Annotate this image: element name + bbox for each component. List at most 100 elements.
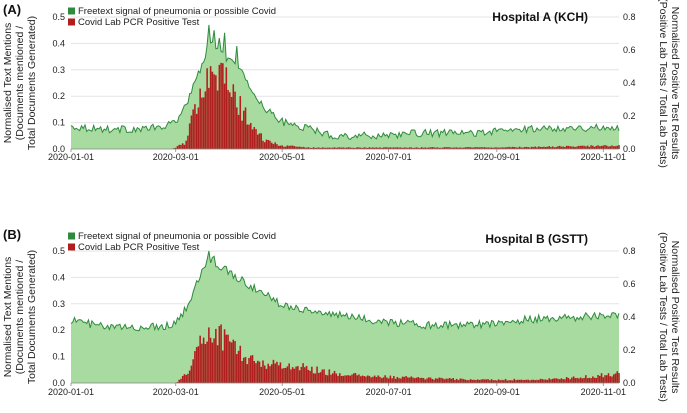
pcr-positive-bar bbox=[382, 377, 385, 383]
pcr-positive-bar bbox=[454, 147, 456, 149]
pcr-positive-bar bbox=[218, 64, 221, 149]
pcr-positive-bar bbox=[229, 341, 231, 383]
pcr-positive-bar bbox=[485, 379, 488, 383]
pcr-positive-bar bbox=[291, 367, 294, 383]
pcr-positive-bar bbox=[267, 363, 269, 383]
pcr-positive-bar bbox=[300, 366, 303, 383]
pcr-positive-bar bbox=[571, 377, 573, 383]
pcr-positive-bar bbox=[497, 379, 500, 383]
pcr-positive-bar bbox=[302, 363, 304, 383]
pcr-positive-bar bbox=[220, 62, 222, 150]
pcr-positive-bar bbox=[258, 133, 261, 149]
pcr-positive-bar bbox=[471, 147, 474, 149]
pcr-positive-bar bbox=[335, 373, 338, 383]
legend-label-pcr: Covid Lab PCR Positive Test bbox=[78, 17, 200, 28]
pcr-positive-bar bbox=[298, 370, 301, 383]
y-axis-label-left-line: Total Documents Generated) bbox=[26, 250, 38, 384]
pcr-positive-bar bbox=[229, 92, 231, 149]
pcr-positive-bar bbox=[536, 379, 538, 383]
pcr-positive-bar bbox=[401, 376, 404, 383]
pcr-positive-bar bbox=[323, 369, 325, 383]
pcr-positive-bar bbox=[338, 147, 341, 149]
pcr-positive-bar bbox=[606, 145, 608, 149]
pcr-positive-bar bbox=[475, 380, 477, 383]
pcr-positive-bar bbox=[567, 377, 570, 383]
pcr-positive-bar bbox=[185, 374, 187, 383]
pcr-positive-bar bbox=[244, 107, 247, 149]
pcr-positive-bar bbox=[361, 375, 364, 383]
pcr-positive-bar bbox=[585, 146, 587, 149]
pcr-positive-bar bbox=[248, 357, 250, 383]
pcr-positive-bar bbox=[551, 378, 554, 383]
pcr-positive-bar bbox=[234, 341, 236, 383]
pcr-positive-bar bbox=[262, 140, 264, 149]
pcr-positive-bar bbox=[503, 147, 505, 149]
pcr-positive-bar bbox=[187, 135, 189, 149]
pcr-positive-bar bbox=[237, 114, 240, 149]
pcr-positive-bar bbox=[565, 377, 568, 383]
pcr-positive-bar bbox=[445, 147, 448, 149]
freetext-signal-area bbox=[71, 24, 619, 149]
pcr-positive-bar bbox=[202, 97, 205, 149]
pcr-positive-bar bbox=[487, 147, 489, 149]
pcr-positive-bar bbox=[260, 133, 263, 149]
pcr-positive-bar bbox=[204, 344, 207, 383]
pcr-positive-bar bbox=[211, 342, 214, 383]
pcr-positive-bar bbox=[204, 91, 207, 149]
y-tick-left: 0.5 bbox=[52, 246, 65, 256]
x-tick-label: 2020-01-01 bbox=[48, 387, 94, 397]
pcr-positive-bar bbox=[408, 377, 411, 383]
pcr-positive-bar bbox=[190, 365, 193, 383]
pcr-positive-bar bbox=[450, 378, 453, 383]
pcr-positive-bar bbox=[541, 146, 543, 149]
pcr-positive-bar bbox=[366, 148, 369, 149]
pcr-positive-bar bbox=[579, 145, 582, 149]
pcr-positive-bar bbox=[558, 379, 561, 383]
pcr-positive-bar bbox=[414, 147, 416, 149]
pcr-positive-bar bbox=[347, 375, 350, 383]
pcr-positive-bar bbox=[602, 145, 605, 149]
pcr-positive-bar bbox=[288, 363, 290, 383]
pcr-positive-bar bbox=[223, 83, 226, 149]
pcr-positive-bar bbox=[592, 145, 594, 149]
pcr-positive-bar bbox=[274, 142, 276, 149]
pcr-positive-bar bbox=[553, 378, 556, 383]
pcr-positive-bar bbox=[365, 376, 367, 383]
pcr-positive-bar bbox=[593, 146, 596, 149]
pcr-positive-bar bbox=[597, 374, 599, 383]
pcr-positive-bar bbox=[487, 379, 489, 383]
pcr-positive-bar bbox=[578, 145, 580, 149]
pcr-positive-bar bbox=[216, 345, 219, 383]
pcr-positive-bar bbox=[276, 144, 278, 149]
pcr-positive-bar bbox=[504, 147, 507, 149]
legend-label-freetext: Freetext signal of pneumonia or possible… bbox=[78, 231, 276, 242]
pcr-positive-bar bbox=[330, 147, 332, 149]
pcr-positive-bar bbox=[359, 147, 362, 149]
pcr-positive-bar bbox=[249, 122, 252, 149]
pcr-positive-bar bbox=[560, 146, 563, 149]
legend-label-pcr: Covid Lab PCR Positive Test bbox=[78, 242, 200, 253]
pcr-positive-bar bbox=[504, 378, 507, 383]
pcr-positive-bar bbox=[393, 376, 395, 383]
pcr-positive-bar bbox=[434, 147, 437, 149]
pcr-positive-bar bbox=[293, 368, 296, 383]
pcr-positive-bar bbox=[283, 368, 285, 383]
pcr-positive-bar bbox=[417, 147, 420, 149]
pcr-positive-bar bbox=[321, 369, 324, 383]
pcr-positive-bar bbox=[195, 347, 198, 383]
pcr-positive-bar bbox=[211, 71, 214, 149]
pcr-positive-bar bbox=[618, 373, 620, 383]
pcr-positive-bar bbox=[206, 341, 208, 383]
pcr-positive-bar bbox=[600, 373, 603, 383]
pcr-positive-bar bbox=[616, 371, 619, 383]
pcr-positive-bar bbox=[270, 142, 273, 149]
pcr-positive-bar bbox=[574, 378, 577, 383]
pcr-positive-bar bbox=[461, 378, 463, 383]
pcr-positive-bar bbox=[424, 379, 427, 383]
pcr-positive-bar bbox=[415, 377, 418, 383]
pcr-positive-bar bbox=[239, 345, 242, 383]
y-axis-label-left-line: (Documents mentioned / bbox=[14, 26, 26, 140]
pcr-positive-bar bbox=[546, 146, 549, 149]
pcr-positive-bar bbox=[335, 147, 338, 149]
pcr-positive-bar bbox=[340, 375, 343, 383]
